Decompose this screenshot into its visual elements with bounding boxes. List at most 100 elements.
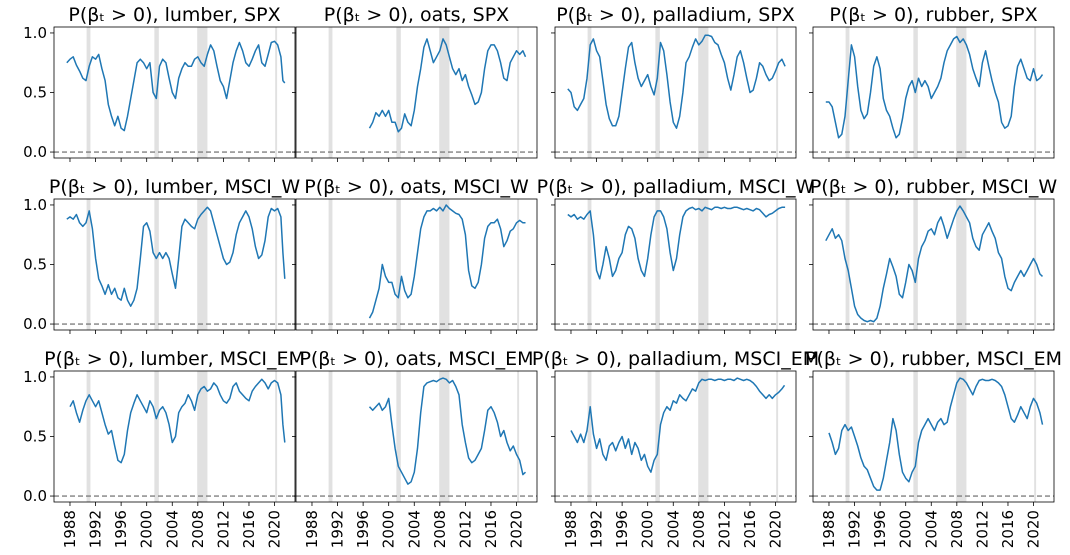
recession-band bbox=[275, 199, 278, 330]
x-tick-label: 2000 bbox=[897, 510, 915, 548]
recession-band bbox=[956, 27, 967, 158]
recession-band bbox=[154, 199, 159, 330]
recession-band bbox=[776, 371, 779, 502]
x-tick-label: 2008 bbox=[189, 510, 207, 548]
recession-band bbox=[517, 371, 520, 502]
x-tick-label: 2012 bbox=[456, 510, 474, 548]
x-tick-label: 1992 bbox=[588, 510, 606, 548]
recession-band bbox=[776, 199, 779, 330]
panel-title: P(βₜ > 0), palladium, SPX bbox=[556, 4, 795, 26]
recession-band bbox=[328, 199, 333, 330]
recession-band bbox=[587, 199, 592, 330]
recession-band bbox=[587, 27, 592, 158]
recession-band bbox=[439, 199, 450, 330]
recession-band bbox=[197, 199, 208, 330]
panel-12: P(βₜ > 0), rubber, MSCI_EM 1988 1992 1996 20… bbox=[805, 348, 1062, 548]
recession-band bbox=[845, 371, 850, 502]
series-line bbox=[567, 34, 786, 129]
series-line bbox=[828, 377, 1044, 491]
series-line bbox=[825, 205, 1044, 323]
recession-band bbox=[396, 27, 401, 158]
panel-title: P(βₜ > 0), palladium, MSCI_EM bbox=[532, 348, 819, 370]
recession-band bbox=[587, 371, 592, 502]
recession-band bbox=[1034, 199, 1037, 330]
x-tick-label: 1988 bbox=[562, 510, 580, 548]
recession-band bbox=[396, 371, 401, 502]
recession-band bbox=[197, 371, 208, 502]
recession-band bbox=[698, 199, 709, 330]
recession-band bbox=[956, 199, 967, 330]
y-tick-label: 1.0 bbox=[23, 196, 47, 214]
series-line bbox=[368, 38, 527, 133]
panel-title: P(βₜ > 0), oats, MSCI_EM bbox=[299, 348, 533, 370]
x-tick-label: 1988 bbox=[303, 510, 321, 548]
recession-band bbox=[154, 371, 159, 502]
series-line bbox=[66, 206, 286, 307]
recession-band bbox=[655, 371, 660, 502]
x-tick-label: 2012 bbox=[715, 510, 733, 548]
x-tick-label: 1988 bbox=[820, 510, 838, 548]
recession-band bbox=[396, 199, 401, 330]
x-tick-label: 2004 bbox=[405, 510, 423, 548]
panel-title: P(βₜ > 0), oats, SPX bbox=[324, 4, 509, 26]
recession-band bbox=[913, 371, 918, 502]
recession-band bbox=[275, 371, 278, 502]
x-tick-label: 2020 bbox=[266, 510, 284, 548]
x-tick-label: 2008 bbox=[690, 510, 708, 548]
x-tick-label: 2012 bbox=[973, 510, 991, 548]
recession-band bbox=[655, 199, 660, 330]
series-line bbox=[570, 377, 786, 473]
series-line bbox=[66, 40, 286, 132]
x-tick-label: 2004 bbox=[922, 510, 940, 548]
panel-8: P(βₜ > 0), rubber, MSCI_W bbox=[809, 176, 1057, 334]
x-tick-label: 2004 bbox=[664, 510, 682, 548]
series-line bbox=[368, 204, 526, 319]
y-tick-label: 0.5 bbox=[23, 428, 47, 446]
panel-2: P(βₜ > 0), oats, SPX bbox=[292, 4, 538, 162]
recession-band bbox=[698, 371, 709, 502]
recession-band bbox=[86, 199, 91, 330]
recession-band bbox=[86, 27, 91, 158]
recession-band bbox=[1034, 27, 1037, 158]
recession-band bbox=[845, 199, 850, 330]
x-tick-label: 2008 bbox=[431, 510, 449, 548]
x-tick-label: 1996 bbox=[112, 510, 130, 548]
y-tick-label: 0.5 bbox=[23, 256, 47, 274]
y-tick-label: 0.5 bbox=[23, 84, 47, 102]
x-tick-label: 2004 bbox=[163, 510, 181, 548]
x-tick-label: 2000 bbox=[380, 510, 398, 548]
y-tick-label: 1.0 bbox=[23, 368, 47, 386]
y-tick-label: 0.0 bbox=[23, 487, 47, 505]
x-tick-label: 2016 bbox=[741, 510, 759, 548]
panel-7: P(βₜ > 0), palladium, MSCI_W bbox=[537, 176, 815, 334]
x-tick-label: 2008 bbox=[948, 510, 966, 548]
x-tick-label: 2016 bbox=[482, 510, 500, 548]
series-line bbox=[69, 378, 286, 464]
panel-9: P(βₜ > 0), lumber, MSCI_EM 0.0 0.5 1.0 1988 1… bbox=[23, 348, 305, 548]
x-tick-label: 2000 bbox=[639, 510, 657, 548]
panel-title: P(βₜ > 0), lumber, MSCI_W bbox=[49, 176, 300, 198]
recession-band bbox=[655, 27, 660, 158]
panel-title: P(βₜ > 0), rubber, MSCI_W bbox=[810, 176, 1058, 198]
recession-band bbox=[439, 371, 450, 502]
x-tick-label: 1992 bbox=[329, 510, 347, 548]
y-tick-label: 0.0 bbox=[23, 315, 47, 333]
panel-3: P(βₜ > 0), palladium, SPX bbox=[551, 4, 797, 162]
panel-title: P(βₜ > 0), oats, MSCI_W bbox=[304, 176, 529, 198]
panel-11: P(βₜ > 0), palladium, MSCI_EM 1988 1992 199… bbox=[532, 348, 819, 548]
recession-band bbox=[86, 371, 91, 502]
x-tick-label: 1996 bbox=[871, 510, 889, 548]
x-tick-label: 2000 bbox=[138, 510, 156, 548]
x-tick-label: 2020 bbox=[1025, 510, 1043, 548]
recession-band bbox=[439, 27, 450, 158]
recession-band bbox=[698, 27, 709, 158]
recession-band bbox=[275, 27, 278, 158]
recession-band bbox=[517, 199, 520, 330]
x-tick-label: 2020 bbox=[508, 510, 526, 548]
recession-band bbox=[1034, 371, 1037, 502]
y-tick-label: 1.0 bbox=[23, 24, 47, 42]
y-tick-label: 0.0 bbox=[23, 143, 47, 161]
panel-10: P(βₜ > 0), oats, MSCI_EM 1988 1992 1996 2000… bbox=[292, 348, 538, 548]
recession-band bbox=[328, 371, 333, 502]
recession-band bbox=[956, 371, 967, 502]
